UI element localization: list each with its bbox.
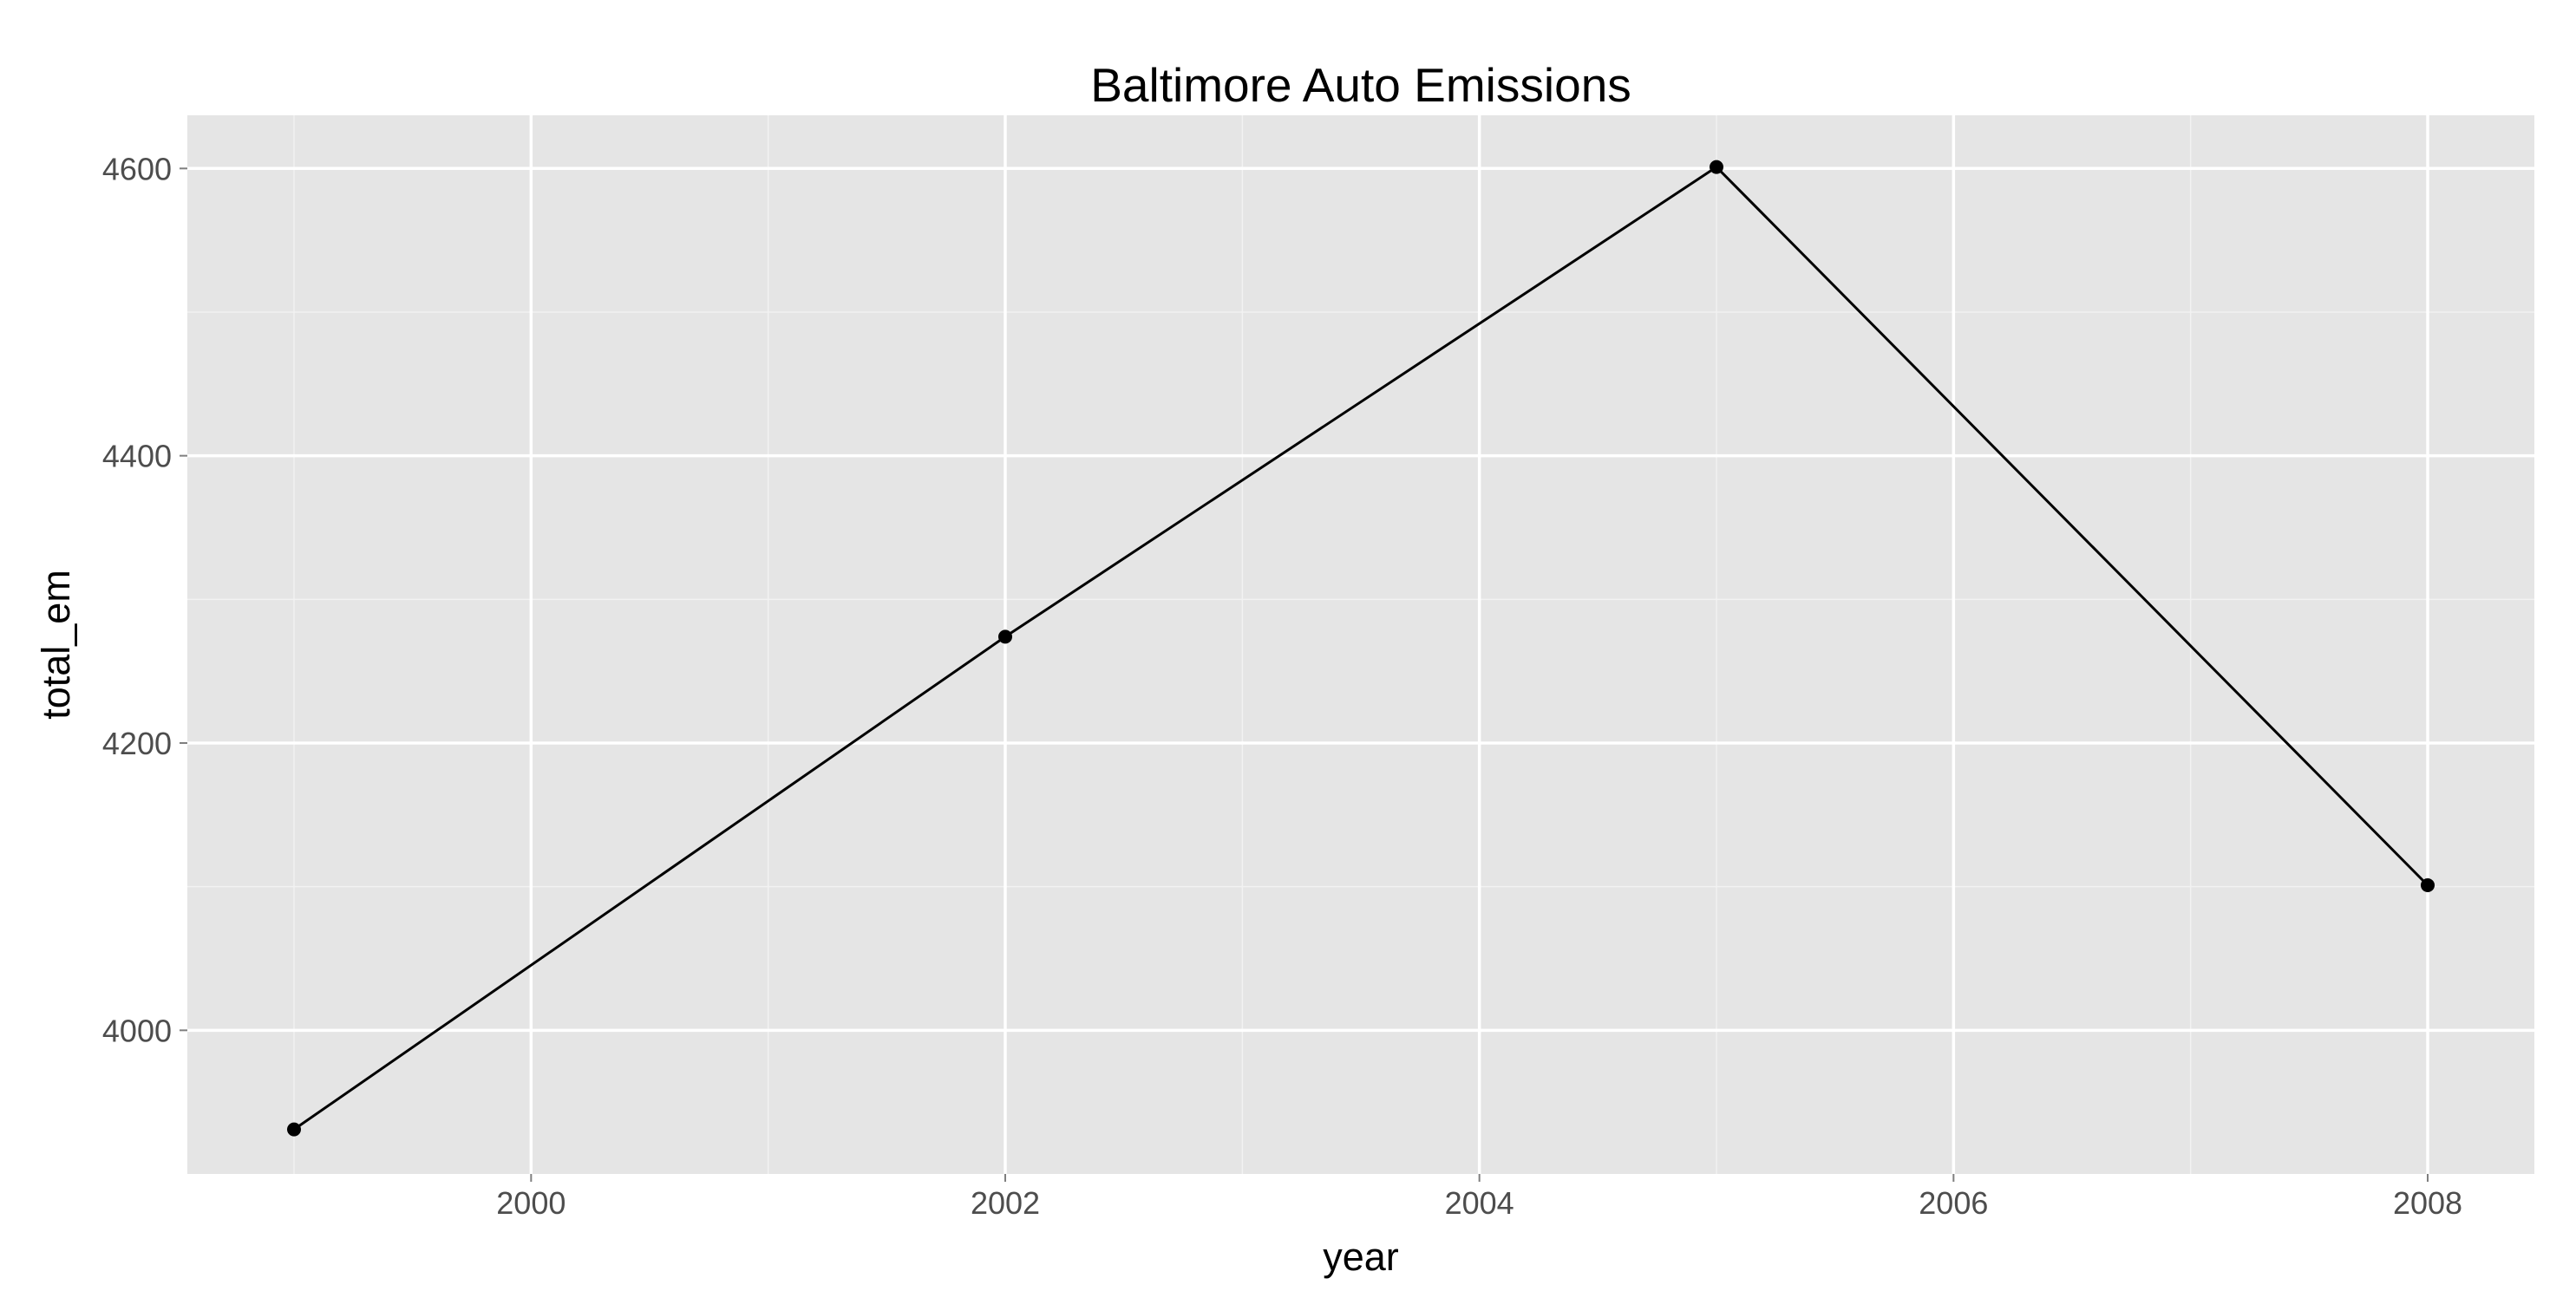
x-axis: 2000 2002 2004 2006 2008 bbox=[496, 1174, 2462, 1221]
chart-title: Baltimore Auto Emissions bbox=[1090, 58, 1631, 112]
y-tick-label: 4200 bbox=[102, 726, 172, 761]
x-tick-label: 2000 bbox=[496, 1185, 566, 1221]
series-layer bbox=[287, 160, 2435, 1137]
x-tick-label: 2006 bbox=[1919, 1185, 1988, 1221]
data-point bbox=[2421, 878, 2435, 892]
data-point bbox=[998, 629, 1012, 644]
x-tick-label: 2008 bbox=[2393, 1185, 2462, 1221]
plot-panel bbox=[187, 115, 2534, 1174]
y-axis-title: total_em bbox=[34, 570, 78, 720]
data-point bbox=[287, 1122, 301, 1137]
data-point bbox=[1710, 160, 1723, 174]
x-axis-title: year bbox=[1323, 1235, 1399, 1279]
y-tick-label: 4400 bbox=[102, 439, 172, 474]
series-line bbox=[293, 166, 2429, 1131]
y-axis: 4000 4200 4400 4600 bbox=[102, 151, 187, 1048]
major-grid bbox=[187, 115, 2534, 1174]
x-tick-label: 2004 bbox=[1445, 1185, 1514, 1221]
x-tick-label: 2002 bbox=[971, 1185, 1040, 1221]
y-tick-label: 4600 bbox=[102, 151, 172, 186]
y-tick-label: 4000 bbox=[102, 1013, 172, 1048]
